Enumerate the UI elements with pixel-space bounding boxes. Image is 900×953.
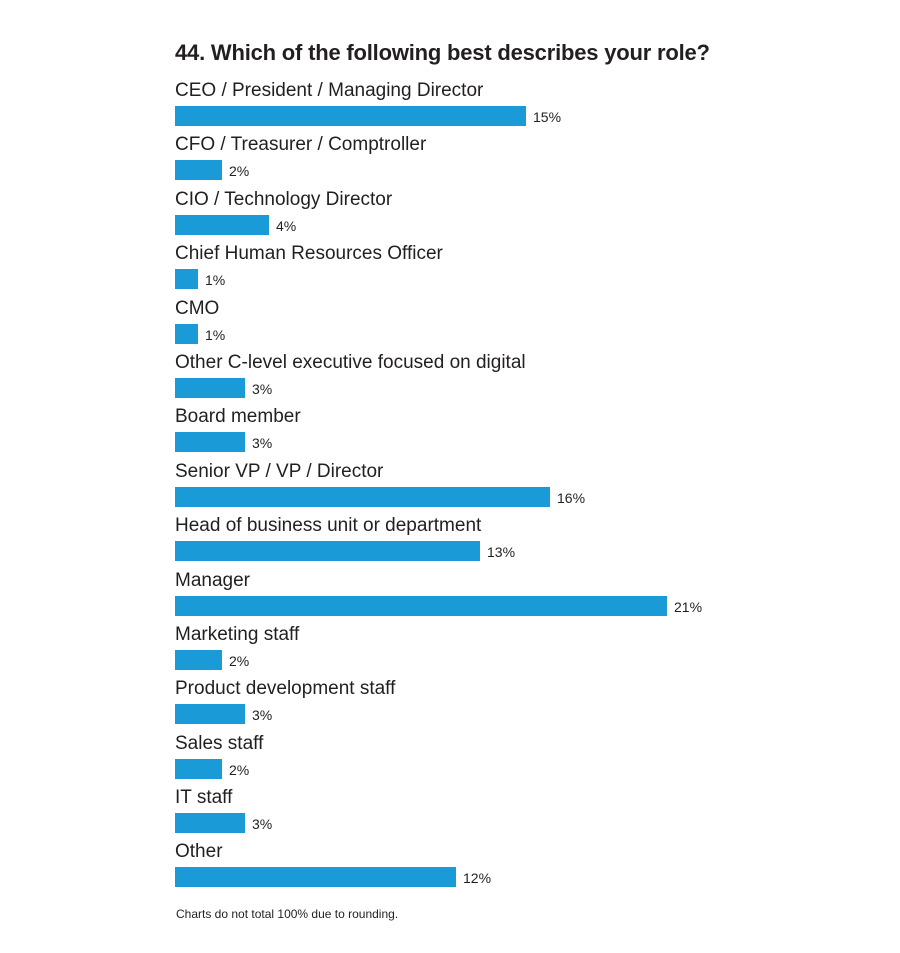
category-label: CIO / Technology Director: [175, 188, 393, 210]
bar: [175, 269, 198, 290]
value-label: 3%: [252, 707, 273, 724]
bar-row: Other C-level executive focused on digit…: [175, 352, 875, 406]
value-label: 1%: [205, 272, 226, 289]
bar: [175, 323, 198, 344]
bar-row: Manager 21%: [175, 570, 875, 624]
category-label: Board member: [175, 406, 301, 428]
bar-row: Marketing staff 2%: [175, 624, 875, 678]
bar: [175, 377, 245, 398]
category-label: Sales staff: [175, 732, 264, 754]
bar-row: Board member 3%: [175, 406, 875, 460]
chart-title: 44. Which of the following best describe…: [175, 40, 710, 65]
bar: [175, 867, 456, 888]
bar: [175, 758, 222, 779]
bar: [175, 649, 222, 670]
bar-row: Other 12%: [175, 841, 875, 895]
category-label: CMO: [175, 297, 220, 319]
bar: [175, 106, 526, 126]
bar: [175, 214, 269, 235]
bar-row: IT staff 3%: [175, 787, 875, 841]
value-label: 15%: [533, 109, 562, 125]
value-label: 16%: [557, 489, 586, 506]
value-label: 13%: [487, 544, 516, 561]
value-label: 12%: [463, 870, 492, 887]
value-label: 2%: [229, 761, 250, 778]
value-label: 21%: [674, 598, 703, 615]
category-label: Marketing staff: [175, 623, 300, 645]
category-label: Chief Human Resources Officer: [175, 243, 443, 265]
category-label: CEO / President / Managing Director: [175, 80, 484, 101]
bar: [175, 595, 667, 616]
bar: [175, 541, 480, 562]
value-label: 2%: [229, 163, 250, 180]
value-label: 4%: [276, 217, 297, 234]
category-label: Manager: [175, 569, 250, 591]
value-label: 2%: [229, 652, 250, 669]
bar-row: Head of business unit or department 13%: [175, 515, 875, 569]
bar-row: CMO 1%: [175, 298, 875, 352]
bar-row: CEO / President / Managing Director 15%: [175, 80, 875, 134]
bar-row: Chief Human Resources Officer 1%: [175, 243, 875, 297]
category-label: CFO / Treasurer / Comptroller: [175, 134, 427, 156]
bar: [175, 432, 245, 453]
value-label: 3%: [252, 380, 273, 397]
category-label: IT staff: [175, 787, 233, 809]
value-label: 1%: [205, 326, 226, 343]
bar-row: Product development staff 3%: [175, 678, 875, 732]
value-label: 3%: [252, 435, 273, 452]
bar: [175, 813, 245, 834]
category-label: Other: [175, 841, 223, 863]
bar: [175, 704, 245, 725]
bar-row: CFO / Treasurer / Comptroller 2%: [175, 134, 875, 188]
bar-chart: CEO / President / Managing Director 15% CF…: [175, 80, 875, 896]
bar-row: Senior VP / VP / Director 16%: [175, 461, 875, 515]
value-label: 3%: [252, 816, 273, 833]
category-label: Other C-level executive focused on digit…: [175, 351, 526, 373]
bar: [175, 160, 222, 181]
category-label: Senior VP / VP / Director: [175, 460, 384, 482]
bar-row: CIO / Technology Director 4%: [175, 189, 875, 243]
bar-row: Sales staff 2%: [175, 733, 875, 787]
bar: [175, 486, 550, 507]
category-label: Product development staff: [175, 678, 396, 700]
category-label: Head of business unit or department: [175, 515, 482, 537]
footnote: Charts do not total 100% due to rounding…: [176, 907, 399, 921]
